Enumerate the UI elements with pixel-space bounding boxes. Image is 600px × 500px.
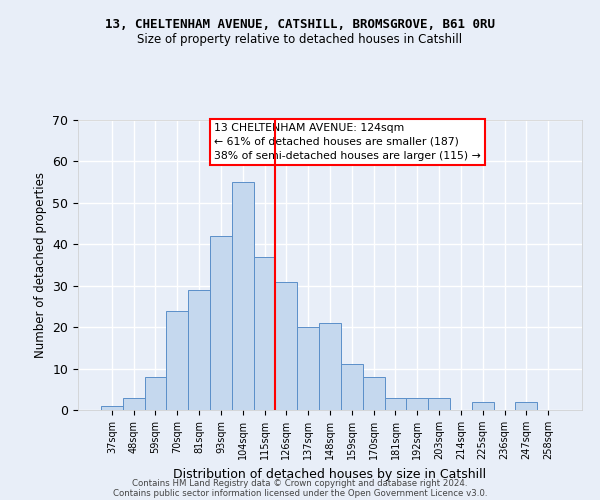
Bar: [472, 402, 494, 410]
Bar: [385, 398, 406, 410]
Text: 13 CHELTENHAM AVENUE: 124sqm
← 61% of detached houses are smaller (187)
38% of s: 13 CHELTENHAM AVENUE: 124sqm ← 61% of de…: [214, 123, 481, 161]
Bar: [188, 290, 210, 410]
Bar: [101, 406, 123, 410]
Bar: [319, 323, 341, 410]
Text: Contains HM Land Registry data © Crown copyright and database right 2024.: Contains HM Land Registry data © Crown c…: [132, 478, 468, 488]
Bar: [406, 398, 428, 410]
Y-axis label: Number of detached properties: Number of detached properties: [34, 172, 47, 358]
Text: 13, CHELTENHAM AVENUE, CATSHILL, BROMSGROVE, B61 0RU: 13, CHELTENHAM AVENUE, CATSHILL, BROMSGR…: [105, 18, 495, 30]
Bar: [145, 377, 166, 410]
Bar: [210, 236, 232, 410]
Bar: [166, 310, 188, 410]
Bar: [254, 256, 275, 410]
Bar: [428, 398, 450, 410]
Bar: [341, 364, 363, 410]
Text: Size of property relative to detached houses in Catshill: Size of property relative to detached ho…: [137, 32, 463, 46]
Bar: [515, 402, 537, 410]
Bar: [123, 398, 145, 410]
Bar: [232, 182, 254, 410]
Text: Contains public sector information licensed under the Open Government Licence v3: Contains public sector information licen…: [113, 488, 487, 498]
Bar: [363, 377, 385, 410]
X-axis label: Distribution of detached houses by size in Catshill: Distribution of detached houses by size …: [173, 468, 487, 480]
Bar: [275, 282, 297, 410]
Bar: [297, 327, 319, 410]
